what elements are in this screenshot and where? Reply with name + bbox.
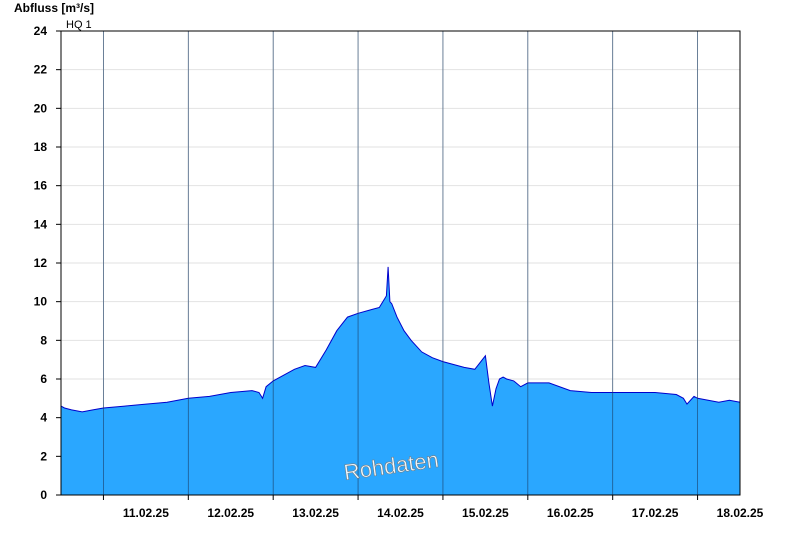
x-tick-label: 13.02.25 — [292, 506, 339, 520]
y-tick-label: 24 — [34, 24, 48, 38]
y-tick-label: 16 — [34, 179, 48, 193]
y-axis-label: Abfluss [m³/s] — [14, 1, 94, 15]
x-axis: 11.02.25 12.02.25 13.02.25 14.02.25 15.02.25… — [102, 495, 764, 520]
y-tick-label: 18 — [34, 140, 48, 154]
discharge-area — [61, 266, 740, 495]
x-tick-label: 17.02.25 — [632, 506, 679, 520]
x-tick-label: 15.02.25 — [462, 506, 509, 520]
y-tick-label: 12 — [34, 256, 48, 270]
y-tick-label: 10 — [34, 295, 48, 309]
x-tick-label: 18.02.25 — [717, 506, 764, 520]
x-tick-label: 14.02.25 — [377, 506, 424, 520]
x-tick-label: 11.02.25 — [123, 506, 169, 520]
y-tick-label: 22 — [34, 63, 48, 77]
discharge-line — [60, 266, 741, 413]
y-tick-label: 4 — [40, 411, 47, 425]
hq1-reference-label: HQ 1 — [66, 19, 92, 31]
y-tick-label: 2 — [40, 449, 47, 463]
y-tick-label: 0 — [40, 488, 47, 502]
y-tick-label: 6 — [40, 372, 47, 386]
x-tick-label: 16.02.25 — [547, 506, 594, 520]
y-tick-label: 14 — [34, 217, 48, 231]
y-tick-label: 8 — [40, 333, 47, 347]
y-tick-label: 20 — [34, 101, 48, 115]
x-tick-label: 12.02.25 — [207, 506, 254, 520]
day-divider-lines — [103, 31, 698, 495]
